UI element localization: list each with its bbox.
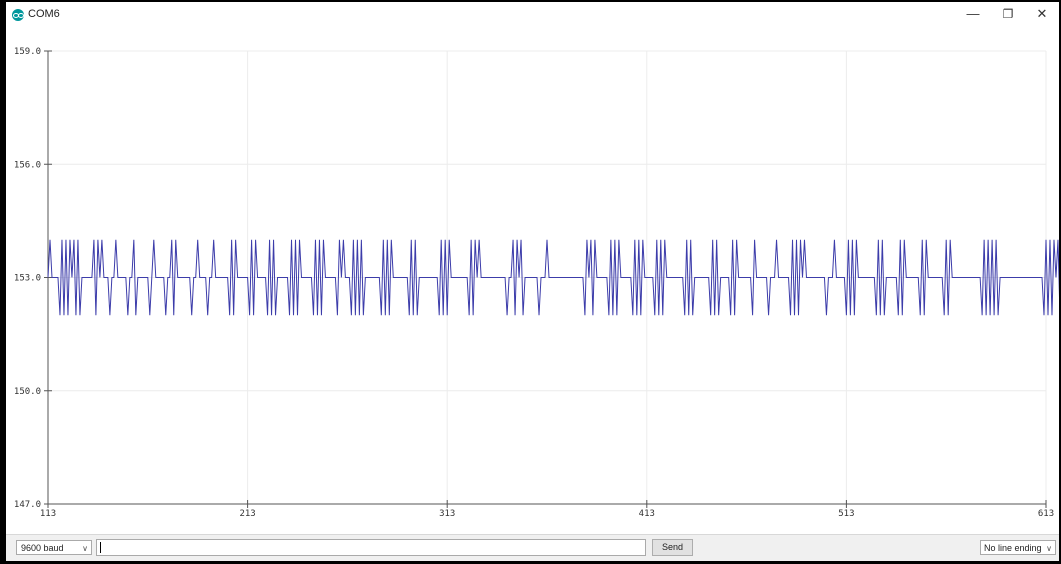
line-ending-select[interactable]: No line ending ∨ <box>980 540 1056 555</box>
x-tick-label: 413 <box>639 509 655 519</box>
bottom-toolbar: 9600 baud ∨ Send No line ending ∨ <box>6 534 1059 561</box>
y-tick-label: 156.0 <box>14 160 41 170</box>
restore-button[interactable]: ❐ <box>1002 7 1014 21</box>
serial-input[interactable] <box>96 539 646 556</box>
plot-area: 159.0 156.0 153.0 150.0 147.0 113 213 313 413 513… <box>6 28 1059 534</box>
data-series-line <box>47 239 1059 316</box>
send-button[interactable]: Send <box>652 539 693 556</box>
x-tick-label: 613 <box>1038 509 1054 519</box>
x-tick-label: 113 <box>40 509 56 519</box>
baud-rate-value: 9600 baud <box>21 543 64 553</box>
text-caret <box>100 542 101 553</box>
x-tick-label: 213 <box>239 509 255 519</box>
y-tick-label: 150.0 <box>14 387 41 397</box>
close-button[interactable]: ✕ <box>1036 6 1048 21</box>
y-tick-label: 153.0 <box>14 274 41 284</box>
chevron-down-icon: ∨ <box>1046 544 1052 553</box>
minimize-button[interactable]: — <box>966 6 980 21</box>
x-tick-label: 313 <box>439 509 455 519</box>
x-tick-label: 513 <box>838 509 854 519</box>
baud-rate-select[interactable]: 9600 baud ∨ <box>16 540 92 555</box>
arduino-icon <box>12 9 24 21</box>
y-tick-label: 147.0 <box>14 500 41 510</box>
line-ending-value: No line ending <box>984 543 1042 553</box>
title-bar: COM6 — ❐ ✕ <box>6 2 1059 28</box>
window-title: COM6 <box>28 8 60 20</box>
chevron-down-icon: ∨ <box>82 544 88 553</box>
y-tick-label: 159.0 <box>14 47 41 57</box>
serial-plotter-window: COM6 — ❐ ✕ 159.0 156.0 153.0 150.0 147.0 113 2… <box>6 2 1059 561</box>
